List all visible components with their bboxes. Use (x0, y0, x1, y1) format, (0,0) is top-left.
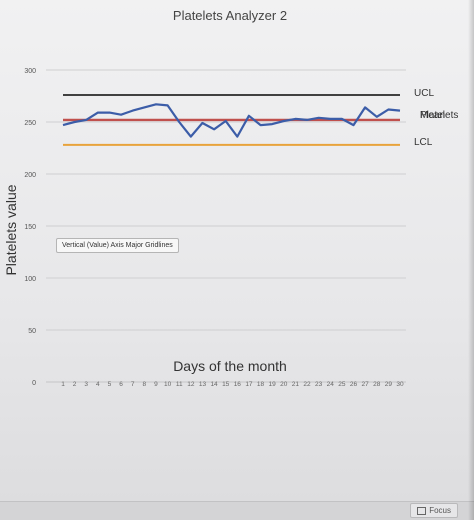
x-tick-label: 24 (327, 381, 335, 388)
legend-label-ucl[interactable]: UCL (414, 88, 434, 99)
chart-title[interactable]: Platelets Analyzer 2 (173, 8, 287, 23)
x-tick-label: 22 (303, 381, 311, 388)
focus-icon (417, 506, 427, 515)
x-tick-label: 9 (154, 381, 158, 388)
legend-label-platelets[interactable]: Platelets (420, 110, 458, 121)
status-bar: Focus (0, 501, 474, 520)
x-tick-label: 25 (338, 381, 346, 388)
y-tick-label: 50 (28, 328, 36, 335)
x-tick-label: 18 (257, 381, 265, 388)
y-axis-title[interactable]: Platelets value (3, 184, 19, 275)
x-tick-label: 2 (73, 381, 77, 388)
x-tick-label: 1 (61, 381, 65, 388)
x-tick-label: 3 (84, 381, 88, 388)
x-tick-label: 15 (222, 381, 230, 388)
gridlines[interactable] (46, 69, 406, 383)
x-tick-label: 4 (96, 381, 100, 388)
plot-area[interactable] (62, 94, 401, 146)
x-tick-label: 8 (143, 381, 147, 388)
gridlines-tooltip: Vertical (Value) Axis Major Gridlines (56, 238, 179, 253)
x-tick-label: 28 (373, 381, 381, 388)
x-tick-label: 17 (245, 381, 253, 388)
x-axis: 1 2 3 4 5 6 7 8 9 10 11 12 13 14 15 16 17 18 19 20 21 22 23 24 2… (61, 381, 404, 388)
focus-label: Focus (429, 506, 451, 515)
y-tick-label: 200 (24, 172, 36, 179)
x-tick-label: 30 (396, 381, 404, 388)
legend-label-lcl[interactable]: LCL (414, 137, 433, 148)
legend-label-mean[interactable]: Mean (420, 110, 445, 121)
x-tick-label: 21 (292, 381, 300, 388)
x-tick-label: 16 (234, 381, 242, 388)
x-tick-label: 26 (350, 381, 358, 388)
x-tick-label: 14 (210, 381, 218, 388)
x-tick-label: 19 (269, 381, 277, 388)
y-tick-label: 150 (24, 224, 36, 231)
x-tick-label: 11 (176, 381, 183, 388)
page-edge-shadow (468, 0, 474, 520)
x-tick-label: 10 (164, 381, 172, 388)
x-axis-title[interactable]: Days of the month (173, 358, 287, 374)
x-tick-label: 13 (199, 381, 207, 388)
y-tick-label: 250 (24, 120, 36, 127)
focus-button[interactable]: Focus (410, 503, 458, 518)
x-tick-label: 23 (315, 381, 323, 388)
x-tick-label: 6 (119, 381, 123, 388)
y-tick-label: 300 (24, 68, 36, 75)
y-tick-label: 0 (32, 380, 36, 387)
y-tick-label: 100 (24, 276, 36, 283)
x-tick-label: 7 (131, 381, 135, 388)
x-tick-label: 20 (280, 381, 288, 388)
x-tick-label: 12 (187, 381, 195, 388)
x-tick-label: 29 (385, 381, 393, 388)
x-tick-label: 5 (108, 381, 112, 388)
y-axis: 0 50 100 150 200 250 300 (24, 68, 36, 387)
series-line-platelets[interactable] (62, 103, 401, 138)
x-tick-label: 27 (362, 381, 370, 388)
